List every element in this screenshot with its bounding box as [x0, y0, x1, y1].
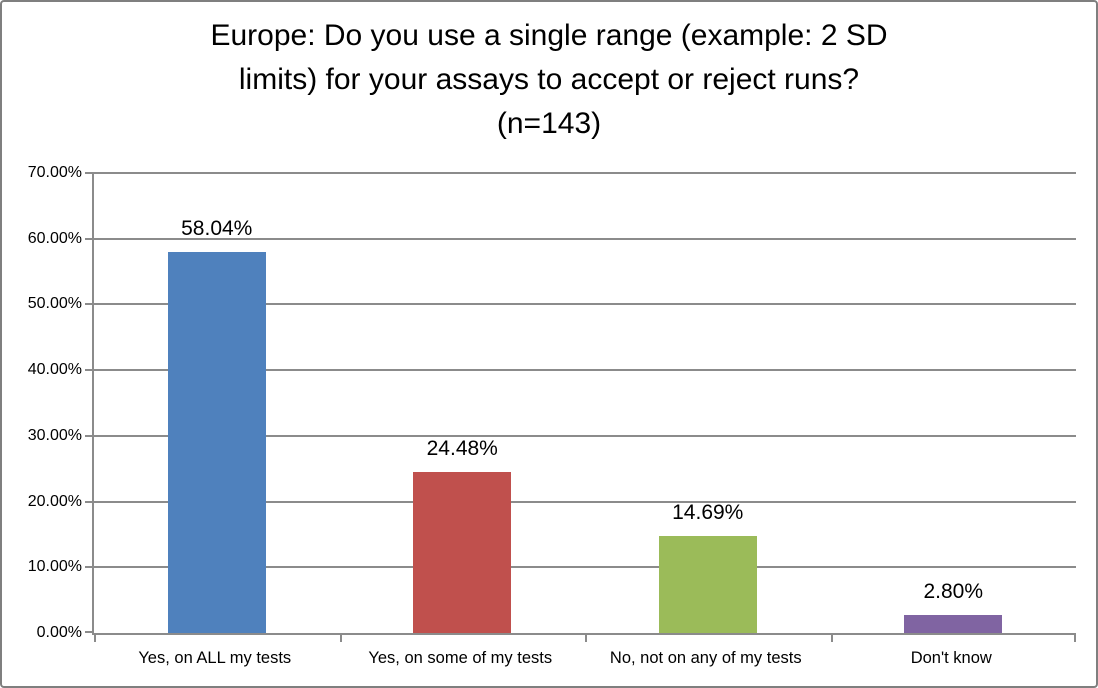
x-axis-tick	[94, 635, 96, 642]
y-axis-tick-label: 0.00%	[36, 624, 82, 641]
gridline-50	[94, 303, 1076, 306]
gridline-60	[94, 237, 1076, 240]
bar-1	[167, 251, 266, 633]
gridline-70	[94, 172, 1076, 174]
bar-2	[413, 472, 512, 633]
y-axis-tick-20	[85, 500, 94, 503]
bar-4	[904, 614, 1003, 633]
x-axis-labels: Yes, on ALL my tests Yes, on some of my t…	[92, 648, 1074, 672]
y-axis-tick-50	[85, 303, 94, 306]
chart-title-line-1: Europe: Do you use a single range (examp…	[210, 19, 888, 52]
y-axis-tick-0	[85, 631, 94, 633]
y-axis-tick-60	[85, 237, 94, 240]
x-axis-tick	[339, 635, 342, 642]
y-axis-tick-label: 50.00%	[27, 295, 82, 313]
gridline-10	[94, 566, 1076, 569]
x-axis-tick	[1074, 635, 1076, 642]
y-axis-tick-10	[85, 566, 94, 569]
x-axis-tick	[585, 635, 587, 642]
x-axis-category-label: Don't know	[910, 649, 992, 667]
bar-value-label: 14.69%	[672, 501, 744, 525]
y-axis-tick-label: 60.00%	[27, 229, 82, 247]
bar-value-label: 2.80%	[923, 579, 984, 603]
bar-value-label: 58.04%	[181, 216, 253, 240]
gridline-20	[94, 500, 1076, 503]
x-axis-tick	[830, 635, 833, 642]
x-axis-category-label: Yes, on ALL my tests	[138, 649, 292, 667]
bar-3	[658, 536, 757, 633]
gridline-40	[94, 369, 1076, 372]
y-axis-tick-label: 10.00%	[27, 558, 82, 576]
y-axis-tick-30	[85, 434, 94, 437]
chart-title: Europe: Do you use a single range (examp…	[2, 14, 1096, 146]
y-axis-tick-40	[85, 369, 94, 372]
x-axis-category-label: Yes, on some of my tests	[368, 649, 553, 667]
bar-value-label: 24.48%	[426, 437, 498, 461]
chart-title-line-2: limits) for your assays to accept or rej…	[238, 63, 860, 96]
y-axis-tick-label: 40.00%	[27, 361, 82, 379]
y-axis-tick-70	[85, 172, 94, 174]
gridline-30	[94, 434, 1076, 437]
x-axis-category-label: No, not on any of my tests	[609, 649, 802, 667]
chart-title-line-3: (n=143)	[496, 107, 602, 140]
y-axis-tick-label: 30.00%	[27, 426, 82, 444]
y-axis-tick-label: 70.00%	[27, 164, 82, 181]
y-axis-tick-label: 20.00%	[27, 492, 82, 510]
plot-area: 58.04% 24.48% 14.69% 2.80%	[85, 172, 1076, 642]
